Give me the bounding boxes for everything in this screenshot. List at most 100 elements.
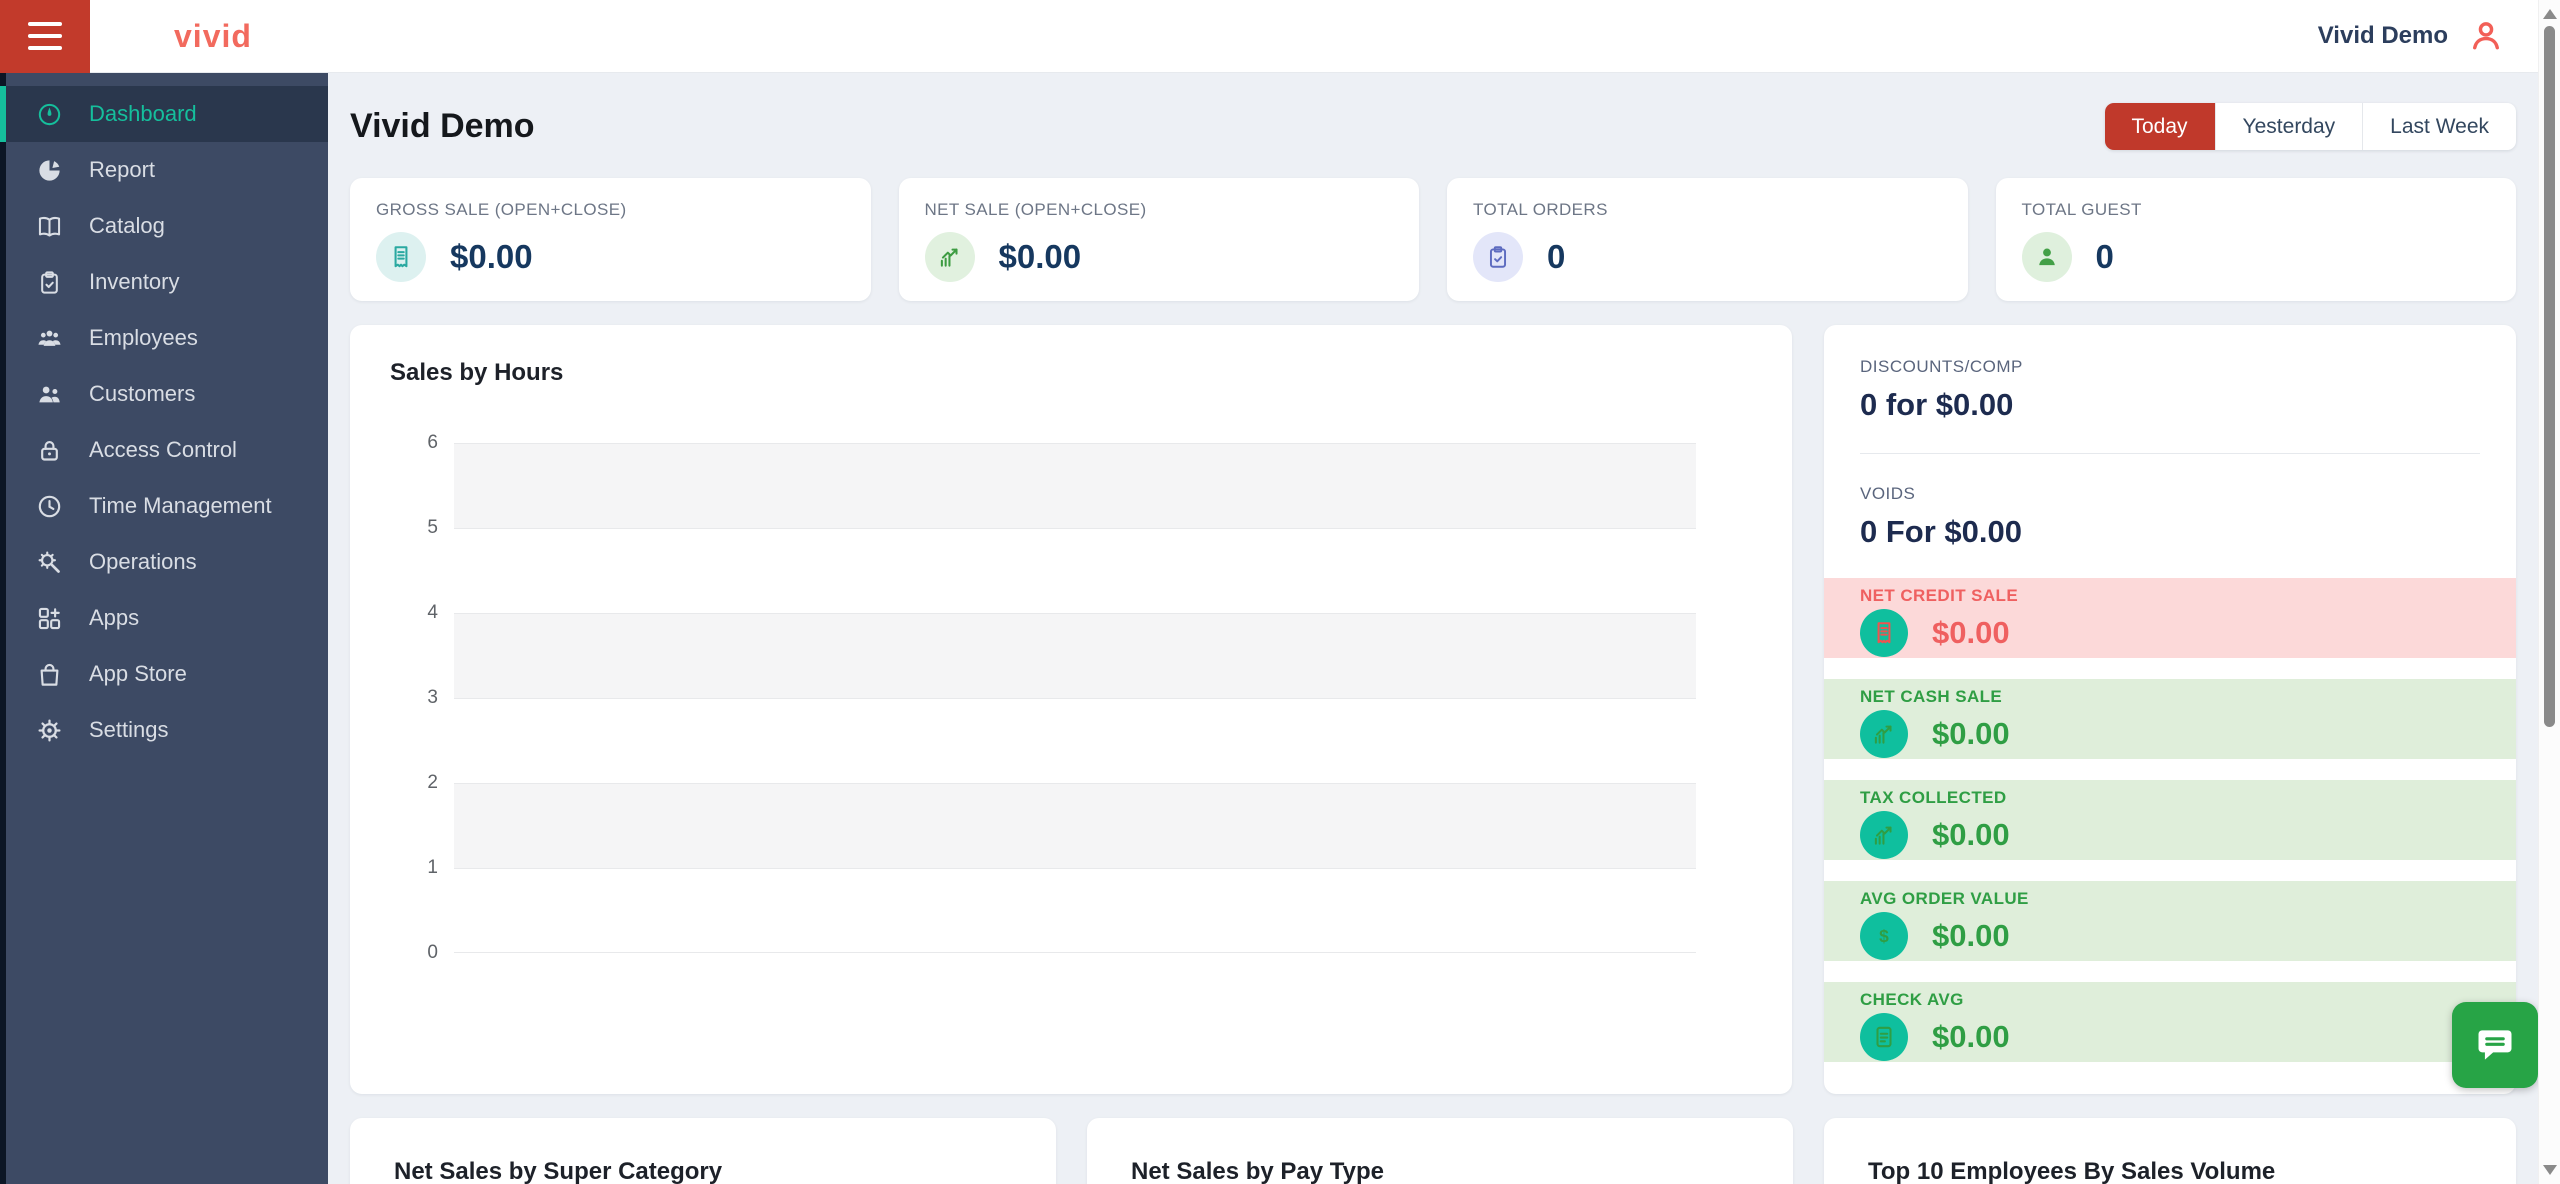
stat-card-value: $0.00 [998, 238, 1082, 275]
sidebar-item-customers[interactable]: Customers [0, 366, 328, 422]
summary-metric-label: AVG ORDER VALUE [1860, 889, 2029, 908]
summary-row-avg-order-value: AVG ORDER VALUE $0.00 [1824, 881, 2516, 961]
sidebar-item-access-control[interactable]: Access Control [0, 422, 328, 478]
chart-plot-area [454, 443, 1696, 953]
sidebar-item-label: Report [89, 157, 156, 182]
chart-up-icon [924, 232, 975, 282]
sidebar-item-operations[interactable]: Operations [0, 534, 328, 590]
stat-card-label: TOTAL ORDERS [1473, 200, 1608, 219]
summary-row-tax-collected: TAX COLLECTED $0.00 [1824, 780, 2516, 860]
sidebar-item-label: Employees [89, 325, 198, 350]
bottom-card-title: Net Sales by Super Category [394, 1158, 723, 1184]
stat-card-total-orders: TOTAL ORDERS 0 [1447, 178, 1968, 301]
sidebar-item-app-store[interactable]: App Store [0, 646, 328, 702]
summary-metric-value: $0.00 [1932, 615, 2010, 650]
summary-metric-label: NET CREDIT SALE [1860, 586, 2019, 605]
hamburger-menu-button[interactable] [0, 0, 90, 73]
topbar-account: Vivid Demo [2318, 18, 2504, 54]
filter-button-label: Last Week [2390, 114, 2489, 138]
chart-title: Sales by Hours [390, 359, 564, 386]
voids-value: 0 For $0.00 [1860, 514, 2022, 549]
summary-metric-label: CHECK AVG [1860, 990, 1964, 1009]
y-axis-tick-label: 6 [427, 432, 438, 453]
gauge-icon [36, 101, 63, 128]
filter-button-yesterday[interactable]: Yesterday [2214, 103, 2363, 150]
stat-card-label: NET SALE (OPEN+CLOSE) [924, 200, 1147, 219]
chart-band [454, 528, 1696, 613]
sidebar: Dashboard Report Catalog Inventory Emplo… [0, 73, 328, 1184]
chat-widget-button[interactable] [2452, 1002, 2538, 1088]
sidebar-item-label: Settings [89, 717, 169, 742]
scrollbar-thumb[interactable] [2544, 26, 2555, 727]
discounts-comp-label: DISCOUNTS/COMP [1860, 357, 2023, 376]
clock-icon [36, 493, 63, 520]
summary-metric-label: NET CASH SALE [1860, 687, 2003, 706]
sidebar-item-label: Access Control [89, 437, 237, 462]
clipboard-icon [1473, 232, 1523, 282]
sidebar-item-apps[interactable]: Apps [0, 590, 328, 646]
summary-metric-value: $0.00 [1932, 918, 2010, 953]
filter-button-label: Today [2131, 114, 2188, 138]
scrollbar-down-arrow-icon[interactable] [2543, 1165, 2557, 1175]
gear-search-icon [36, 549, 63, 576]
stat-card-total-guest: TOTAL GUEST 0 [1995, 178, 2516, 301]
bag-icon [36, 661, 63, 688]
stat-card-value: 0 [2095, 238, 2114, 275]
card-top-10-employees-by-sales-volume: Top 10 Employees By Sales Volume [1824, 1118, 2516, 1184]
pie-icon [36, 157, 63, 184]
chart-band [454, 613, 1696, 698]
bottom-card-row: Net Sales by Super Category Net Sales by… [350, 1118, 2516, 1184]
stat-card-net-sale-open-close: NET SALE (OPEN+CLOSE) $0.00 [898, 178, 1419, 301]
discounts-comp-value: 0 for $0.00 [1860, 387, 2014, 422]
summary-metric-value: $0.00 [1932, 817, 2010, 852]
sidebar-item-label: Apps [89, 605, 140, 630]
stat-card-label: GROSS SALE (OPEN+CLOSE) [376, 200, 627, 219]
brand-name: vivid [174, 17, 252, 54]
filter-button-label: Yesterday [2242, 114, 2336, 138]
sidebar-item-label: App Store [89, 661, 187, 686]
receipt-icon [376, 232, 426, 282]
y-axis-tick-label: 2 [427, 772, 438, 793]
gear-icon [36, 717, 63, 744]
filter-button-today[interactable]: Today [2104, 103, 2215, 150]
voids-label: VOIDS [1860, 484, 1916, 503]
sidebar-item-dashboard[interactable]: Dashboard [0, 86, 328, 142]
clipboard-icon [36, 269, 63, 296]
summary-row-net-cash-sale: NET CASH SALE $0.00 [1824, 679, 2516, 759]
summary-metric-value: $0.00 [1932, 1019, 2010, 1054]
chart-band [454, 868, 1696, 953]
voids-block: VOIDS 0 For $0.00 [1824, 478, 2516, 556]
sales-summary-panel: DISCOUNTS/COMP 0 for $0.00 VOIDS 0 For $… [1824, 325, 2516, 1094]
lock-icon [36, 437, 63, 464]
y-axis-tick-label: 5 [427, 517, 438, 538]
sidebar-item-employees[interactable]: Employees [0, 310, 328, 366]
receipt-icon [1860, 609, 1908, 657]
people2-icon [36, 381, 63, 408]
scrollbar-up-arrow-icon[interactable] [2543, 9, 2557, 19]
people3-icon [36, 325, 63, 352]
y-axis-tick-label: 4 [427, 602, 438, 623]
bottom-card-title: Net Sales by Pay Type [1131, 1158, 1385, 1184]
filter-button-last-week[interactable]: Last Week [2362, 103, 2516, 150]
dollar-icon [1860, 912, 1908, 960]
sidebar-item-inventory[interactable]: Inventory [0, 254, 328, 310]
sales-by-hours-card: Sales by Hours 6 5 4 3 2 1 0 [350, 325, 1792, 1094]
sidebar-item-time-management[interactable]: Time Management [0, 478, 328, 534]
summary-metric-rows: NET CREDIT SALE $0.00 NET CASH SALE $0.0… [1824, 578, 2516, 1083]
sidebar-item-label: Catalog [89, 213, 165, 238]
brand-logo[interactable]: vivid [118, 13, 252, 59]
chat-bubble-icon [2473, 1023, 2517, 1067]
card-net-sales-by-pay-type: Net Sales by Pay Type [1087, 1118, 1793, 1184]
hamburger-icon [28, 22, 62, 26]
sidebar-item-label: Operations [89, 549, 197, 574]
user-avatar-icon[interactable] [2468, 18, 2504, 54]
sidebar-item-label: Inventory [89, 269, 180, 294]
sidebar-item-settings[interactable]: Settings [0, 702, 328, 758]
sidebar-item-report[interactable]: Report [0, 142, 328, 198]
vertical-scrollbar[interactable] [2538, 0, 2560, 1184]
sidebar-item-catalog[interactable]: Catalog [0, 198, 328, 254]
apps-plus-icon [36, 605, 63, 632]
topbar: vivid Vivid Demo [0, 0, 2538, 73]
account-name: Vivid Demo [2317, 22, 2448, 49]
y-axis-tick-label: 0 [427, 942, 438, 963]
